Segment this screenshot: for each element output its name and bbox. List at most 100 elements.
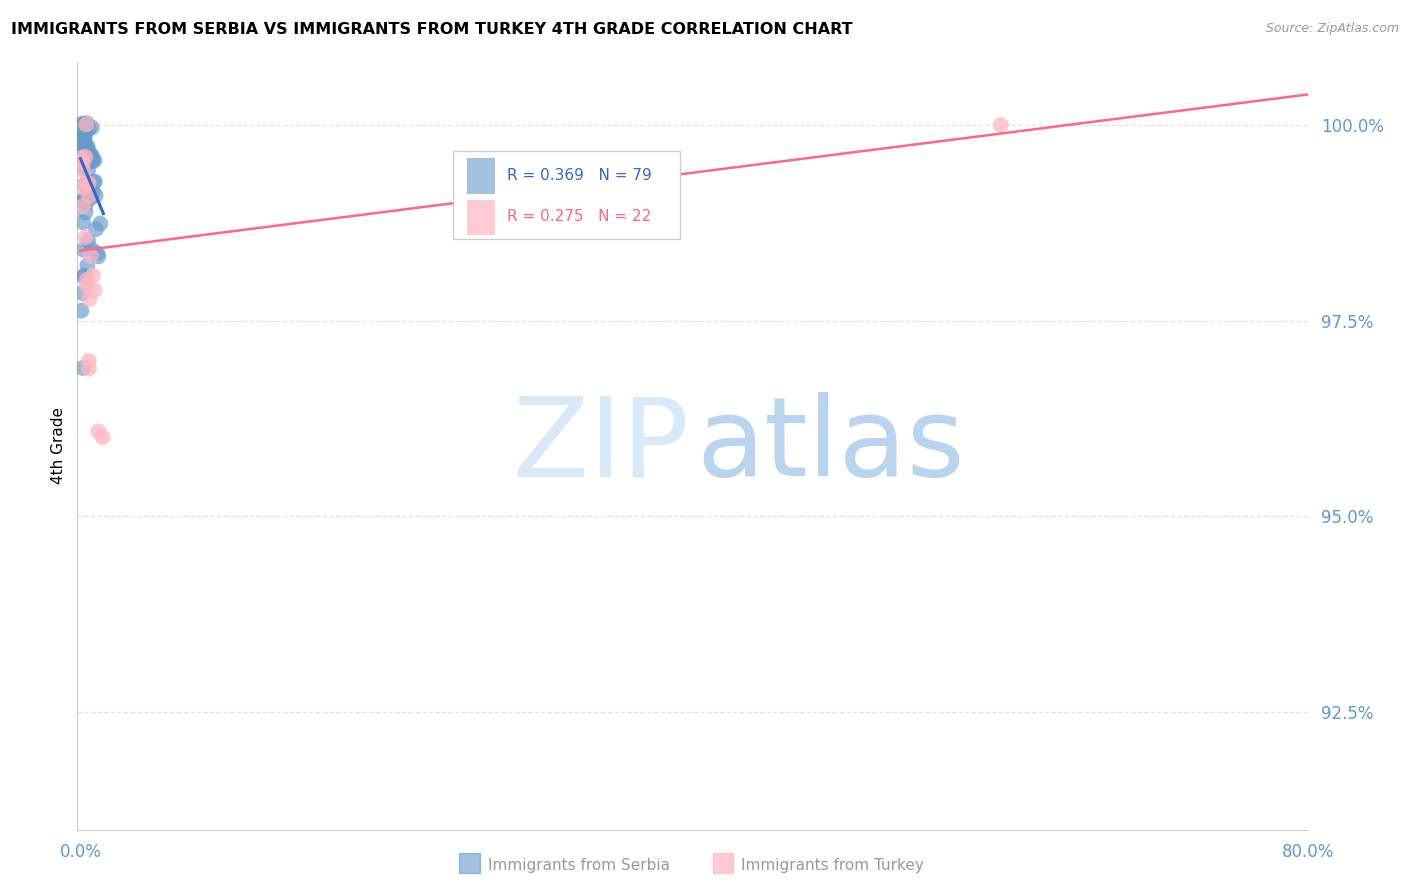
Point bbox=[70, 303, 93, 318]
Point bbox=[83, 283, 105, 297]
Point bbox=[77, 189, 100, 203]
Point bbox=[80, 120, 103, 135]
Point bbox=[84, 222, 107, 236]
Point bbox=[73, 120, 96, 135]
Point bbox=[83, 175, 105, 189]
Point bbox=[72, 243, 94, 257]
Point bbox=[79, 150, 101, 164]
Point bbox=[77, 234, 100, 248]
Text: Immigrants from Turkey: Immigrants from Turkey bbox=[741, 858, 924, 872]
Point bbox=[75, 150, 97, 164]
Point bbox=[70, 139, 93, 153]
Point bbox=[73, 118, 96, 132]
Point bbox=[76, 143, 98, 157]
Point bbox=[73, 194, 96, 208]
Point bbox=[70, 132, 93, 146]
Point bbox=[73, 270, 96, 285]
Text: IMMIGRANTS FROM SERBIA VS IMMIGRANTS FROM TURKEY 4TH GRADE CORRELATION CHART: IMMIGRANTS FROM SERBIA VS IMMIGRANTS FRO… bbox=[11, 22, 853, 37]
Bar bbox=[460, 854, 479, 873]
Point bbox=[73, 119, 96, 133]
Point bbox=[72, 144, 94, 158]
Point bbox=[70, 155, 93, 169]
Point bbox=[72, 136, 94, 150]
Point bbox=[72, 215, 94, 229]
Point bbox=[80, 153, 103, 168]
Point bbox=[70, 143, 93, 157]
Text: atlas: atlas bbox=[696, 392, 965, 500]
Point bbox=[73, 130, 96, 145]
Point bbox=[73, 127, 96, 141]
Point bbox=[82, 268, 104, 283]
Point bbox=[72, 360, 94, 375]
Point bbox=[73, 128, 96, 142]
Point bbox=[70, 140, 93, 154]
Text: Immigrants from Serbia: Immigrants from Serbia bbox=[488, 858, 669, 872]
Point bbox=[79, 146, 101, 161]
Point bbox=[76, 278, 98, 293]
Point bbox=[72, 181, 94, 195]
Point bbox=[73, 118, 96, 132]
Point bbox=[70, 151, 93, 165]
Text: ZIP: ZIP bbox=[513, 392, 689, 500]
Point bbox=[72, 124, 94, 138]
Point bbox=[76, 258, 98, 272]
Text: R = 0.275   N = 22: R = 0.275 N = 22 bbox=[506, 210, 651, 224]
Point bbox=[75, 147, 97, 161]
Point bbox=[75, 178, 97, 192]
Point bbox=[73, 178, 96, 192]
Point bbox=[73, 135, 96, 149]
Point bbox=[72, 142, 94, 156]
Point bbox=[87, 249, 110, 263]
Point bbox=[75, 117, 97, 131]
Point bbox=[70, 134, 93, 148]
Point bbox=[73, 126, 96, 140]
Point bbox=[73, 119, 96, 133]
Point bbox=[79, 191, 101, 205]
Text: Source: ZipAtlas.com: Source: ZipAtlas.com bbox=[1265, 22, 1399, 36]
Point bbox=[87, 425, 110, 439]
Point bbox=[75, 205, 97, 219]
Point bbox=[76, 139, 98, 153]
Point bbox=[80, 249, 103, 263]
Point bbox=[73, 190, 96, 204]
Point bbox=[77, 361, 100, 376]
Point bbox=[990, 118, 1012, 132]
Point bbox=[83, 176, 105, 190]
Point bbox=[73, 154, 96, 169]
Bar bbox=[713, 854, 733, 873]
Point bbox=[76, 116, 98, 130]
Point bbox=[77, 162, 100, 177]
Point bbox=[73, 120, 96, 135]
Point bbox=[73, 141, 96, 155]
Point bbox=[72, 138, 94, 153]
Point bbox=[72, 155, 94, 169]
Point bbox=[72, 125, 94, 139]
Point bbox=[75, 145, 97, 160]
Point bbox=[73, 156, 96, 170]
Point bbox=[82, 185, 104, 199]
Point bbox=[80, 243, 103, 257]
Point bbox=[77, 177, 100, 191]
Point bbox=[72, 163, 94, 178]
FancyBboxPatch shape bbox=[467, 158, 495, 193]
Point bbox=[76, 273, 98, 287]
Point bbox=[77, 354, 100, 368]
Point bbox=[75, 197, 97, 211]
Point bbox=[75, 230, 97, 244]
Point bbox=[73, 137, 96, 152]
Point bbox=[72, 161, 94, 176]
Point bbox=[83, 153, 105, 168]
Y-axis label: 4th Grade: 4th Grade bbox=[51, 408, 66, 484]
Point bbox=[91, 430, 114, 444]
FancyBboxPatch shape bbox=[453, 151, 681, 239]
Point bbox=[72, 129, 94, 144]
FancyBboxPatch shape bbox=[467, 200, 495, 234]
Point bbox=[73, 118, 96, 132]
Point bbox=[77, 146, 100, 161]
Point bbox=[77, 147, 100, 161]
Point bbox=[73, 123, 96, 137]
Point bbox=[82, 153, 104, 167]
Point bbox=[76, 151, 98, 165]
Point bbox=[72, 156, 94, 170]
Point bbox=[80, 149, 103, 163]
